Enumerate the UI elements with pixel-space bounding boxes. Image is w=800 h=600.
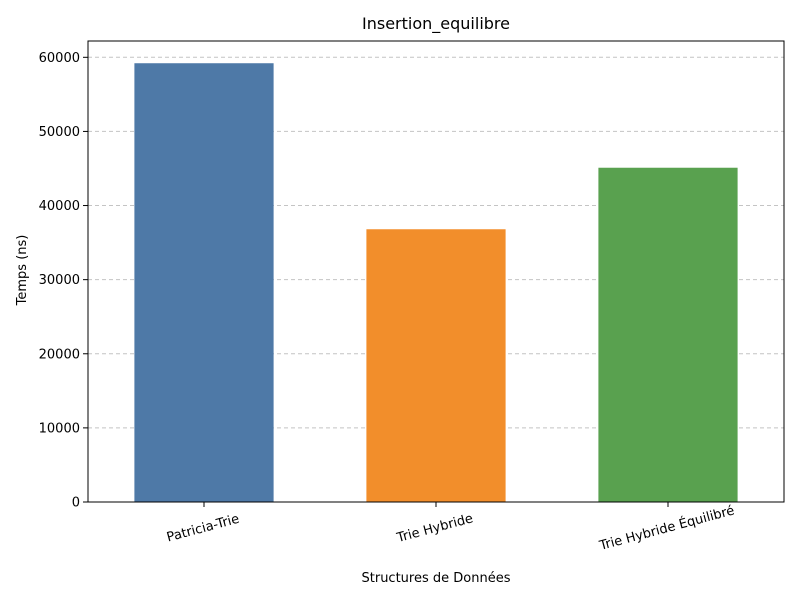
- bar-3: [598, 167, 738, 502]
- y-tick-label: 60000: [39, 51, 80, 66]
- y-tick-label: 10000: [39, 421, 80, 436]
- bar-2: [366, 229, 506, 502]
- bar-1: [134, 63, 274, 502]
- x-tick-label: Trie Hybride: [394, 511, 474, 546]
- y-tick-label: 30000: [39, 273, 80, 288]
- y-tick-label: 50000: [39, 125, 80, 140]
- x-tick-label: Trie Hybride Équilibré: [597, 502, 736, 554]
- x-ticks: Patricia-Trie Trie Hybride Trie Hybride Éq…: [165, 502, 736, 554]
- chart-title: Insertion_equilibre: [362, 14, 510, 34]
- bars: [134, 63, 738, 502]
- y-tick-label: 20000: [39, 347, 80, 362]
- x-tick-label: Patricia-Trie: [165, 512, 241, 546]
- x-axis-label: Structures de Données: [362, 571, 511, 586]
- y-axis-label: Temps (ns): [15, 235, 30, 307]
- y-tick-label: 0: [72, 496, 80, 511]
- y-tick-label: 40000: [39, 199, 80, 214]
- y-ticks: 0 10000 20000 30000 40000 50000 60000: [39, 51, 88, 511]
